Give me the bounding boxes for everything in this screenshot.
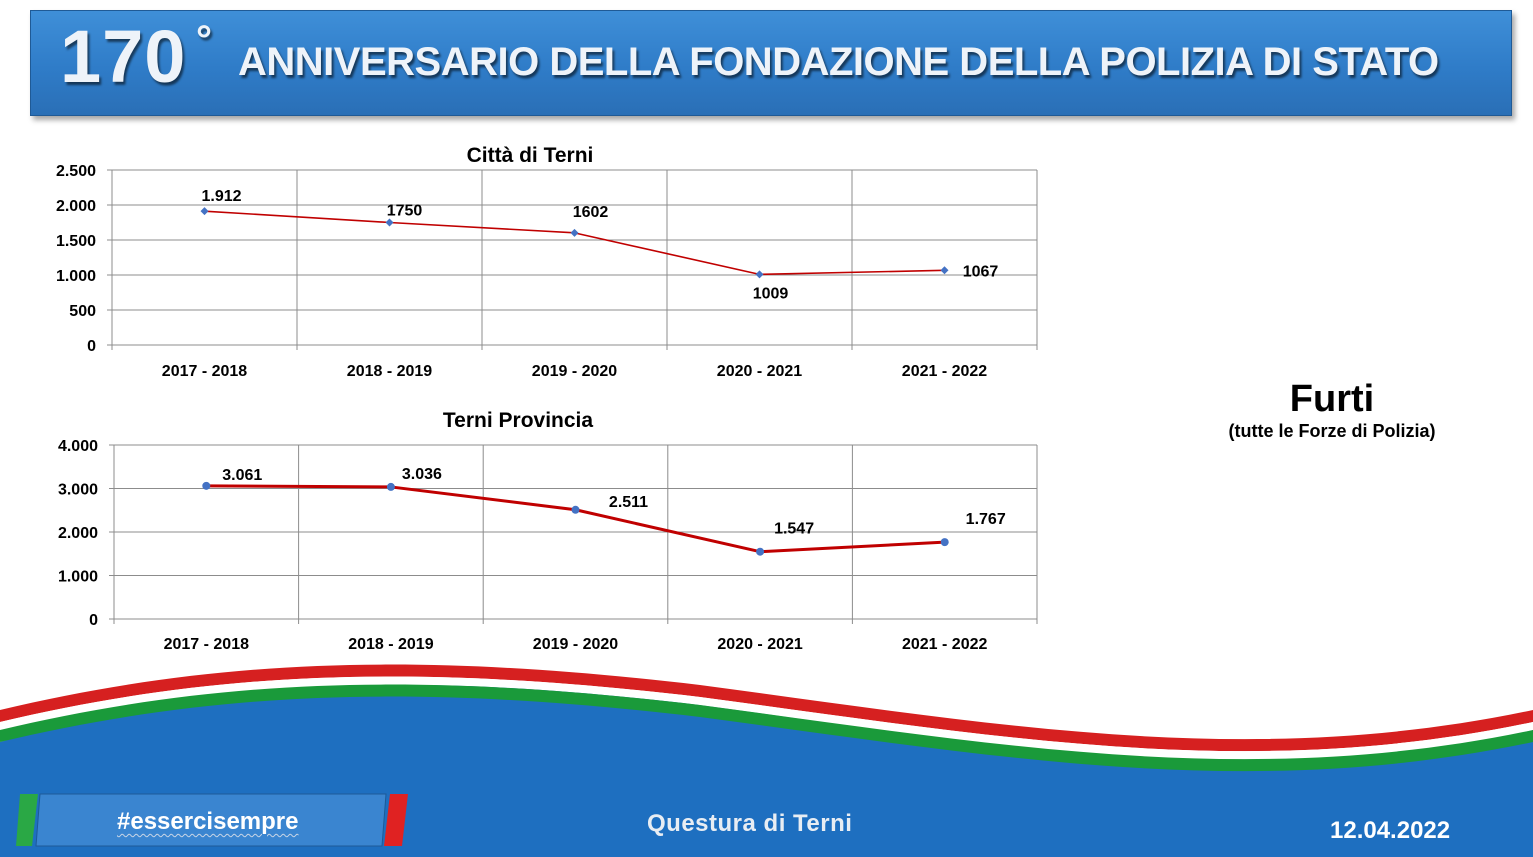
x-tick-label: 2019 - 2020 (532, 363, 618, 380)
x-tick-label: 2019 - 2020 (533, 636, 619, 653)
data-point (200, 207, 209, 216)
x-tick-label: 2018 - 2019 (347, 363, 433, 380)
data-label: 1067 (963, 263, 999, 280)
data-label: 1.767 (966, 511, 1006, 528)
y-tick-label: 1.500 (56, 233, 96, 250)
chart-citta-di-terni: Città di Terni 0 500 1.000 1.500 2.000 2.500 20… (56, 144, 1038, 380)
header-banner (30, 10, 1512, 116)
data-point (756, 547, 765, 556)
degree-symbol: ° (196, 18, 212, 62)
y-tick-label: 1.000 (58, 569, 98, 586)
footer-date: 12.04.2022 (1330, 817, 1451, 844)
data-label: 1009 (753, 285, 789, 302)
x-tick-label: 2020 - 2021 (717, 363, 803, 380)
series-line (206, 484, 945, 554)
hashtag-badge (16, 793, 408, 847)
x-tick-label: 2018 - 2019 (348, 636, 434, 653)
questura-label: Questura di Terni (647, 810, 853, 837)
hashtag-red-flag (384, 794, 408, 846)
data-label: 1750 (387, 203, 423, 220)
data-point (386, 482, 395, 491)
x-tick-label: 2020 - 2021 (717, 636, 803, 653)
data-label: 1.912 (201, 188, 241, 205)
data-point (940, 266, 949, 275)
y-tick-label: 1.000 (56, 268, 96, 285)
y-tick-label: 2.500 (56, 163, 96, 180)
footer-red-stripe (0, 664, 1533, 752)
data-point (571, 505, 580, 514)
data-point (755, 270, 764, 279)
banner-title: ANNIVERSARIO DELLA FONDAZIONE DELLA POLI… (238, 40, 1439, 84)
data-label: 1602 (573, 204, 609, 221)
data-label: 2.511 (609, 494, 648, 511)
y-tick-label: 2.000 (58, 525, 98, 542)
anniversary-number: 170 (60, 15, 187, 98)
y-tick-label: 500 (69, 303, 96, 320)
data-label: 3.061 (222, 467, 262, 484)
data-point (202, 481, 211, 490)
x-tick-label: 2017 - 2018 (164, 636, 250, 653)
x-tick-label: 2021 - 2022 (902, 363, 988, 380)
data-point (570, 228, 579, 237)
hashtag-blue-panel (35, 793, 387, 847)
x-tick-label: 2017 - 2018 (162, 363, 248, 380)
footer-green-stripe (0, 684, 1533, 772)
data-point (940, 538, 949, 547)
chart-title: Terni Provincia (443, 409, 593, 432)
y-tick-label: 2.000 (56, 198, 96, 215)
side-subtitle: (tutte le Forze di Polizia) (1228, 421, 1436, 441)
x-tick-label: 2021 - 2022 (902, 636, 988, 653)
y-tick-label: 0 (87, 338, 96, 355)
y-tick-label: 0 (89, 612, 98, 629)
side-title: Furti (1289, 378, 1375, 420)
y-tick-label: 4.000 (58, 438, 98, 455)
chart-title: Città di Terni (467, 144, 594, 167)
hashtag-text[interactable]: #essercisempre (117, 808, 299, 835)
data-label: 3.036 (402, 466, 442, 483)
y-tick-label: 3.000 (58, 482, 98, 499)
data-label: 1.547 (774, 521, 814, 538)
chart-terni-provincia: Terni Provincia 0 1.000 2.000 3.000 4.000 2017… (58, 409, 1038, 653)
footer-white-stripe (0, 676, 1533, 760)
hashtag-green-flag (16, 794, 38, 846)
data-point (385, 218, 394, 227)
